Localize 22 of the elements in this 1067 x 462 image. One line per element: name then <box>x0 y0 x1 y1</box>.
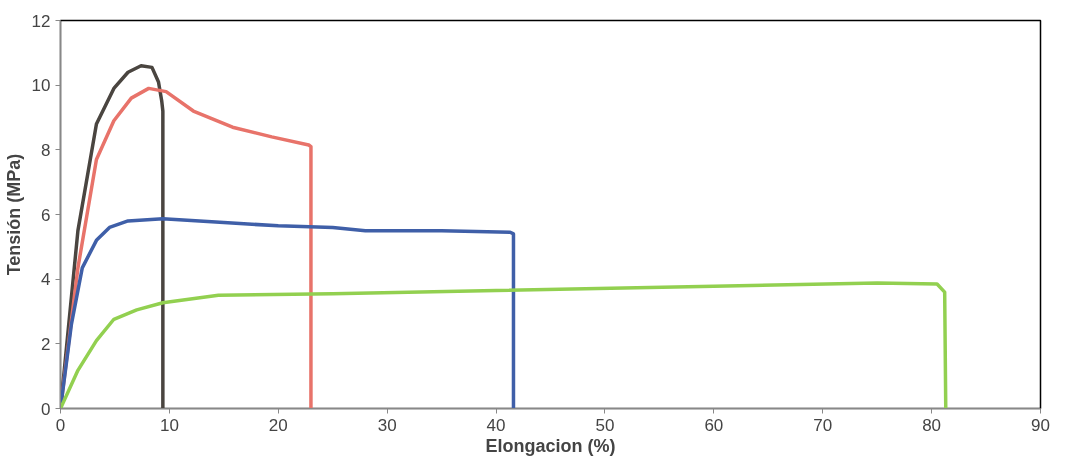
x-tick-label: 90 <box>1031 415 1050 435</box>
y-tick-label: 2 <box>41 334 51 354</box>
x-tick-label: 20 <box>268 415 288 435</box>
y-tick-label: 12 <box>31 11 51 31</box>
y-tick-label: 6 <box>41 205 51 225</box>
x-axis-title: Elongacion (%) <box>485 435 616 456</box>
x-tick-label: 50 <box>595 415 615 435</box>
y-tick-label: 0 <box>41 399 51 419</box>
y-axis-title: Tensión (MPa) <box>3 153 24 276</box>
line-series <box>60 281 948 409</box>
x-tick-label: 80 <box>922 415 942 435</box>
x-tick-label: 60 <box>704 415 724 435</box>
line-series <box>60 64 165 409</box>
x-tick-label: 30 <box>377 415 397 435</box>
y-tick-label: 4 <box>41 270 51 290</box>
x-tick-label: 0 <box>55 415 66 435</box>
x-tick-label: 40 <box>486 415 506 435</box>
x-tick-label: 70 <box>813 415 833 435</box>
line-series <box>60 216 516 409</box>
x-tick-label: 10 <box>159 415 179 435</box>
y-tick-label: 10 <box>31 76 51 96</box>
y-tick-label: 8 <box>41 140 51 160</box>
